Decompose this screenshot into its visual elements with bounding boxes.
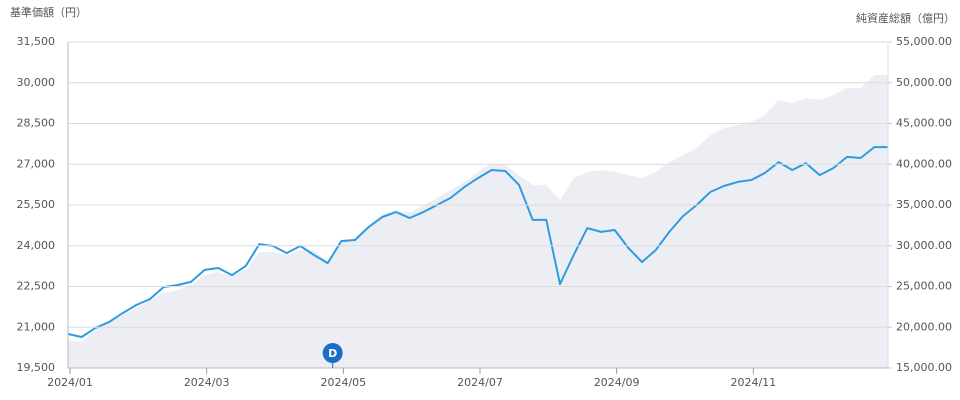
- line: [67, 146, 888, 338]
- y2-axis-title: 純資産総額（億円）: [856, 11, 955, 25]
- y-tick-label: 19,500: [17, 361, 56, 374]
- y-tick-label: 21,000: [17, 320, 56, 333]
- y2-tick-label: 25,000.00: [896, 280, 952, 293]
- y2-tick-label: 30,000.00: [896, 239, 952, 252]
- y-tick-label: 27,000: [17, 157, 56, 170]
- dividend-marker: D: [322, 343, 343, 368]
- x-tick-label: 2024/01: [47, 376, 93, 389]
- y2-tick-label: 20,000.00: [896, 320, 952, 333]
- y2-tick-label: 50,000.00: [896, 76, 952, 89]
- y-axis-title: 基準価額（円）: [10, 5, 87, 19]
- y-tick-label: 25,500: [17, 198, 56, 211]
- y-tick-label: 31,500: [17, 35, 56, 48]
- y-tick-label: 22,500: [17, 280, 56, 293]
- y-tick-label: 30,000: [17, 76, 56, 89]
- y2-tick-label: 40,000.00: [896, 157, 952, 170]
- y2-tick-label: 35,000.00: [896, 198, 952, 211]
- y-tick-label: 24,000: [17, 239, 56, 252]
- y2-tick-label: 45,000.00: [896, 117, 952, 130]
- y2-tick-label: 55,000.00: [896, 35, 952, 48]
- marker-label: D: [328, 347, 337, 360]
- x-tick-label: 2024/11: [730, 376, 776, 389]
- x-tick-label: 2024/09: [594, 376, 640, 389]
- x-tick-label: 2024/07: [457, 376, 503, 389]
- y2-tick-label: 15,000.00: [896, 361, 952, 374]
- marker-dot: [322, 343, 343, 363]
- y-tick-label: 28,500: [17, 117, 56, 130]
- x-tick-label: 2024/05: [320, 376, 366, 389]
- area: [68, 75, 888, 368]
- x-tick-label: 2024/03: [184, 376, 230, 389]
